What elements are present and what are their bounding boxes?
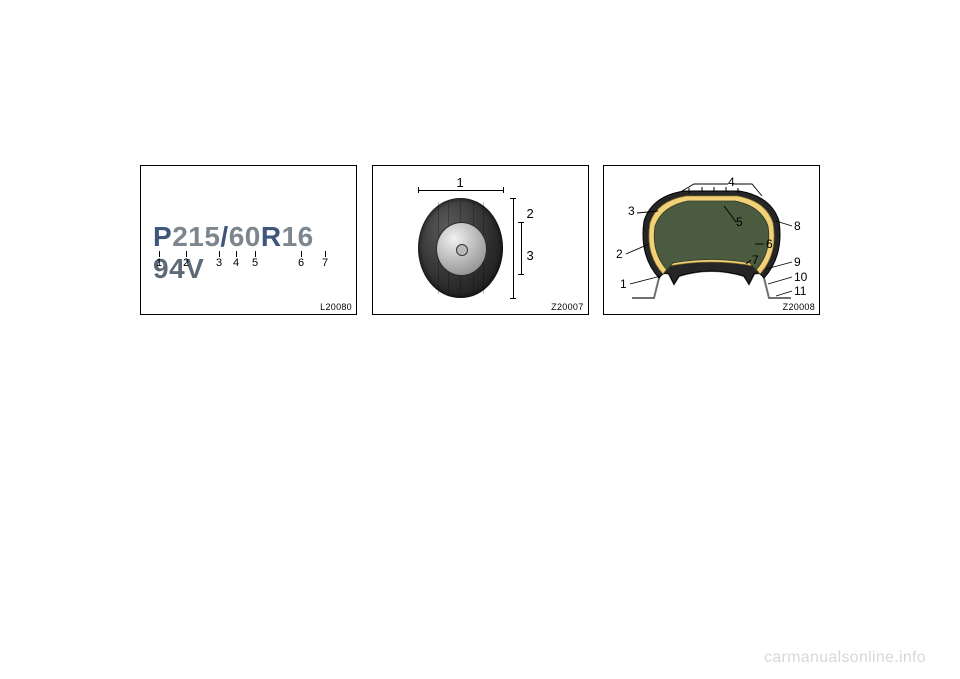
dim-line-full [513,198,514,298]
manual-page: P215/60R1694V 1 2 3 4 5 6 7 L20080 [0,0,960,679]
code-part-3: / [220,221,228,253]
figure1-label: L20080 [320,302,352,312]
co-8: 8 [794,219,801,233]
marker-4: 4 [233,257,239,269]
watermark: carmanualsonline.info [764,649,926,667]
code-part-2: 215 [172,221,220,253]
code-part-4: 60 [229,221,261,253]
figure-tire-size-code: P215/60R1694V 1 2 3 4 5 6 7 L20080 [140,165,357,315]
figures-row: P215/60R1694V 1 2 3 4 5 6 7 L20080 [140,165,820,315]
co-5: 5 [736,215,743,229]
code-part-6: 16 [282,221,314,253]
marker-1: 1 [156,257,162,269]
marker-6: 6 [298,257,304,269]
co-11: 11 [794,284,807,298]
marker-2: 2 [183,257,189,269]
co-9: 9 [794,255,801,269]
code-part-5: R [261,221,282,253]
marker-7: 7 [322,257,328,269]
figure2-label: Z20007 [551,302,583,312]
tire-hub [456,244,468,256]
marker-5: 5 [252,257,258,269]
dim-line-width [418,190,503,191]
cross-section-svg: 1 2 3 4 5 6 7 8 9 10 11 [604,166,819,314]
figure-tire-cross-section: 1 2 3 4 5 6 7 8 9 10 11 Z20008 [603,165,820,315]
co-6: 6 [766,237,773,251]
figure3-label: Z20008 [783,302,815,312]
marker-3: 3 [216,257,222,269]
callout-1: 1 [457,175,464,190]
code-part-1: P [153,221,172,253]
tire-illustration [418,198,503,298]
callout-2: 2 [527,206,534,221]
co-7: 7 [752,253,759,267]
co-2: 2 [616,247,623,261]
co-3: 3 [628,204,635,218]
figure-tire-dimensions: 1 2 3 Z20007 [372,165,589,315]
co-1: 1 [620,277,627,291]
co-4: 4 [728,175,735,189]
dim-line-rim [521,222,522,274]
callout-3: 3 [527,248,534,263]
co-10: 10 [794,270,808,284]
